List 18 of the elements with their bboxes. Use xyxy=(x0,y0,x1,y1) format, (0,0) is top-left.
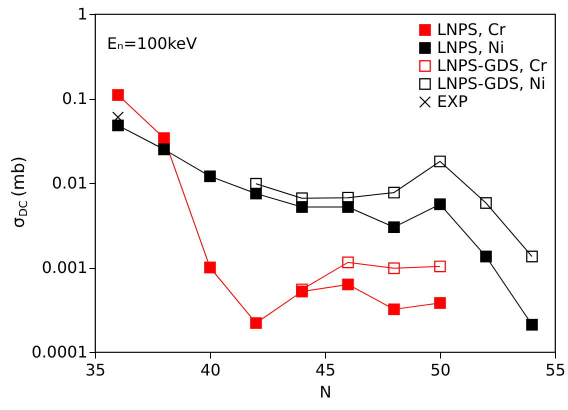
x-tick-label: 55 xyxy=(545,360,566,380)
legend-label: LNPS-GDS, Ni xyxy=(437,74,546,93)
y-axis-title: σDC (mb) xyxy=(9,156,30,228)
x-axis-title: N xyxy=(320,382,332,402)
legend-label: LNPS, Cr xyxy=(437,20,506,39)
x-tick-label: 40 xyxy=(200,360,221,380)
y-tick-label: 1 xyxy=(77,4,88,24)
legend-label: EXP xyxy=(437,92,468,111)
y-tick-label: 0.01 xyxy=(52,174,88,192)
y-tick-label: 0.0001 xyxy=(32,342,88,362)
x-tick-label: 35 xyxy=(85,360,106,380)
y-tick-label: 0.1 xyxy=(62,89,88,108)
annotation: Eₙ=100keV xyxy=(107,34,197,53)
legend-label: LNPS, Ni xyxy=(437,38,504,57)
legend-label: LNPS-GDS, Cr xyxy=(437,56,548,75)
x-tick-label: 45 xyxy=(315,360,336,380)
y-tick-label: 0.001 xyxy=(42,258,88,277)
x-tick-label: 50 xyxy=(430,360,451,380)
